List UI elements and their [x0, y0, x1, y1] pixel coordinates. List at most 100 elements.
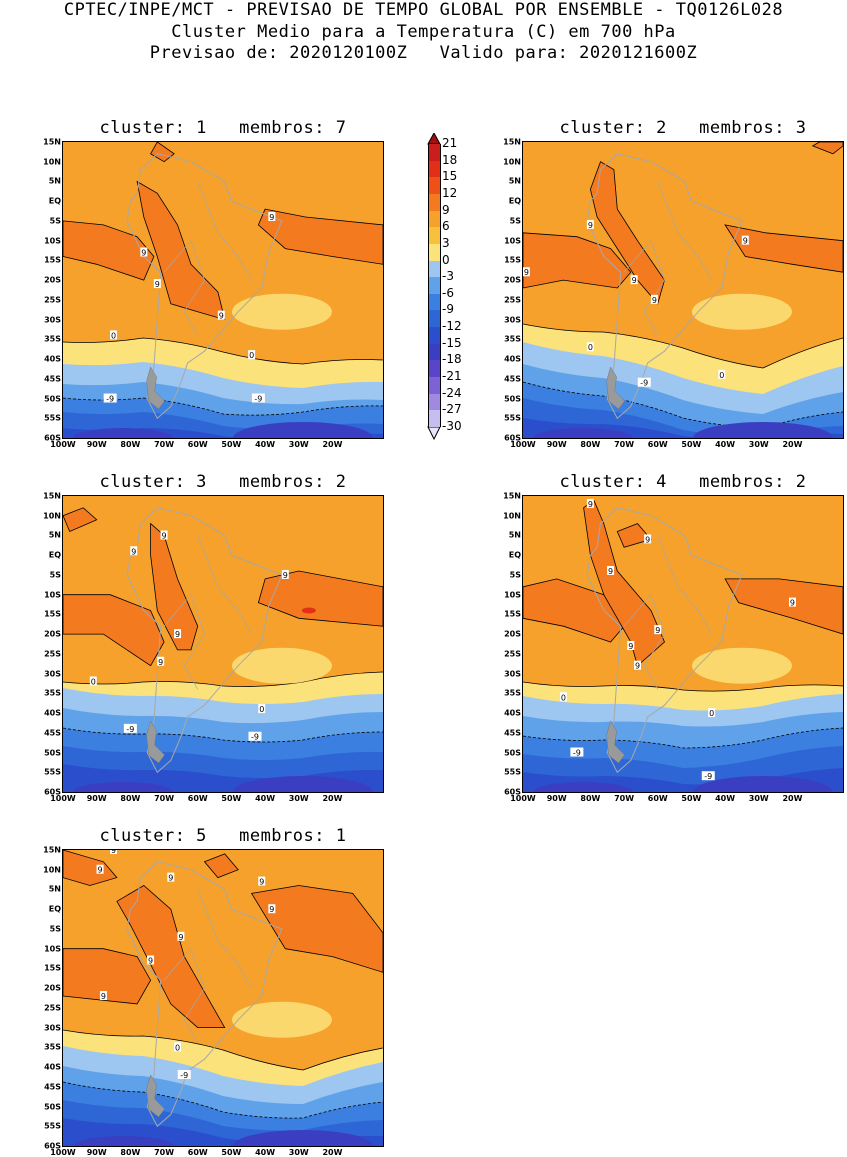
map-panel-3: cluster: 3 membros: 2 9 9 9 9 9 0 0 -9 -9 15N 10N 5N…: [43, 472, 384, 803]
contour-line: [63, 1081, 383, 1119]
lat-tick-label: 40S: [504, 354, 521, 364]
svg-text:0: 0: [719, 371, 724, 380]
contour-line: [63, 727, 383, 743]
legend-level-label: -27: [442, 402, 462, 417]
warm-region-9: [116, 885, 226, 1029]
warm-region-9: [257, 570, 383, 627]
svg-text:9: 9: [645, 535, 650, 544]
lat-tick-label: 25S: [504, 295, 521, 305]
legend-level-label: -18: [442, 352, 462, 367]
lon-tick-label: 70W: [154, 440, 175, 449]
svg-text:-9: -9: [251, 733, 259, 742]
legend-swatch: [428, 227, 441, 244]
svg-text:9: 9: [652, 296, 657, 305]
svg-text:0: 0: [709, 709, 714, 718]
andes-mask: [146, 366, 165, 410]
svg-text:9: 9: [178, 933, 183, 942]
svg-text:9: 9: [131, 547, 136, 556]
legend-level-label: -30: [442, 419, 462, 433]
svg-text:9: 9: [175, 630, 180, 639]
lon-tick-label: 50W: [221, 1148, 242, 1157]
lat-tick-label: 15S: [504, 255, 521, 265]
contour-label: -9: [251, 393, 265, 404]
lat-tick-label: 45S: [44, 374, 61, 384]
contour-label: 0: [258, 704, 266, 714]
lat-tick-label: 35S: [44, 1042, 61, 1052]
legend-level-label: -12: [442, 319, 462, 334]
lon-tick-label: 80W: [120, 440, 141, 449]
lat-tick-label: 45S: [504, 728, 521, 738]
cold-core: [73, 1136, 173, 1146]
lat-tick-label: 20S: [44, 629, 61, 639]
lat-tick-label: 5S: [509, 216, 521, 226]
contour-label: 9: [268, 904, 276, 914]
contour-label: 9: [627, 640, 635, 651]
map-panel-4: cluster: 4 membros: 2 9 9 9 9 9 9 9 0 0 -9 -9 15N 10N…: [503, 472, 844, 803]
lon-tick-label: 40W: [255, 440, 276, 449]
contour-label: 9: [654, 625, 662, 635]
lat-tick-label: 10N: [43, 865, 61, 875]
svg-text:0: 0: [588, 343, 593, 352]
lat-tick-label: 20S: [44, 983, 61, 993]
svg-text:9: 9: [101, 992, 106, 1001]
lon-tick-label: 70W: [154, 1148, 175, 1157]
contour-label: 9: [217, 310, 225, 321]
contour-label: 9: [147, 955, 155, 966]
contour-label: 0: [89, 676, 97, 686]
lat-tick-label: 30S: [504, 315, 521, 325]
contour-label: -9: [570, 747, 584, 758]
contour-label: 9: [607, 565, 615, 576]
legend-level-label: 6: [442, 219, 450, 234]
lat-tick-label: 55S: [44, 767, 61, 777]
contour-label: 0: [174, 1042, 182, 1052]
lon-tick-label: 20W: [782, 794, 803, 803]
panel-title: cluster: 5 membros: 1: [99, 826, 347, 846]
lat-tick-label: 5N: [48, 176, 61, 186]
lon-tick-label: 100W: [510, 794, 536, 803]
contour-label: 9: [281, 569, 289, 580]
svg-text:9: 9: [158, 658, 163, 667]
band-0-3: [691, 293, 792, 330]
lat-tick-label: 10N: [503, 511, 521, 521]
lat-tick-label: EQ: [48, 196, 61, 206]
south-america-coastline: [586, 153, 743, 420]
band-0-3: [231, 293, 332, 330]
lon-tick-label: 50W: [681, 794, 702, 803]
lat-tick-label: 45S: [504, 374, 521, 384]
legend-arrows: [427, 133, 441, 441]
lat-tick-label: 40S: [44, 708, 61, 718]
svg-text:0: 0: [91, 677, 96, 686]
warm-region-9: [63, 594, 165, 667]
panel-title: cluster: 3 membros: 2: [99, 472, 347, 492]
temperature-map: 9 9 9 9 0 0 -9 -9: [62, 141, 384, 439]
svg-text:9: 9: [259, 878, 264, 887]
lon-tick-label: 60W: [647, 794, 668, 803]
lat-tick-label: 5S: [49, 570, 61, 580]
state-borders: [197, 181, 252, 281]
cold-core: [693, 776, 833, 792]
contour-line: [523, 323, 843, 369]
legend-swatch: [428, 277, 441, 294]
warm-region-9: [811, 142, 843, 155]
country-borders: [163, 593, 205, 690]
cold-core: [233, 1130, 373, 1146]
svg-text:9: 9: [635, 662, 640, 671]
lat-tick-label: 40S: [504, 708, 521, 718]
contour-label: 9: [634, 660, 642, 671]
lat-tick-label: 35S: [44, 334, 61, 344]
lat-tick-label: 10S: [44, 944, 61, 954]
lon-tick-label: 60W: [647, 440, 668, 449]
contour-label: 9: [268, 211, 276, 222]
lat-tick-label: EQ: [48, 550, 61, 560]
warm-region-9: [63, 507, 98, 533]
lon-tick-label: 60W: [187, 440, 208, 449]
temperature-map: 9 9 9 9 9 0 0 -9 -9: [62, 495, 384, 793]
map-canvas: 9 9 9 9 0 0 -9 -9: [63, 142, 383, 438]
contour-label: 9: [157, 656, 165, 667]
panel-title: cluster: 4 membros: 2: [559, 472, 807, 492]
svg-text:9: 9: [283, 571, 288, 580]
lon-tick-label: 60W: [187, 1148, 208, 1157]
country-borders: [163, 239, 205, 336]
svg-text:9: 9: [608, 567, 613, 576]
svg-text:-9: -9: [573, 749, 581, 758]
